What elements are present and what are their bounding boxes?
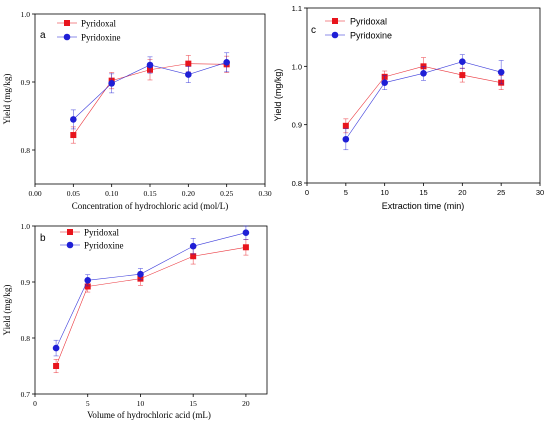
- panel-a-point-pyridoxine: [223, 58, 230, 66]
- panel-b-x-tick-label: 10: [137, 399, 145, 408]
- panel-b-ylabel: Yield (mg/kg): [2, 285, 12, 336]
- panel-b-point-pyridoxal: [242, 244, 249, 251]
- panel-a-y-tick-label: 0.9: [21, 78, 31, 87]
- panel-c-point-pyridoxine: [381, 79, 388, 86]
- panel-c-point-pyridoxine: [420, 70, 427, 77]
- panel-c-point-pyridoxine: [342, 135, 350, 143]
- panel-b-x-tick-label: 0: [33, 399, 37, 408]
- panel-b-x-tick-label: 5: [86, 399, 90, 408]
- panel-b-y-tick-label: 1.0: [21, 222, 31, 231]
- panel-c-y-tick-label: 0.9: [292, 121, 302, 130]
- panel-c-legend-marker-pyridoxal: [332, 18, 338, 24]
- panel-c-frame: [306, 7, 541, 184]
- panel-a-x-tick-label: 0.30: [258, 189, 271, 198]
- panel-a-point-pyridoxal: [70, 132, 77, 139]
- panel-a-x-tick-label: 0.25: [220, 189, 233, 198]
- panel-a-legend-label-pyridoxal: Pyridoxal: [81, 19, 116, 29]
- chart-panel-a: a Concentration of hydrochloric acid (mo…: [2, 10, 272, 211]
- panel-c-legend-marker-pyridoxine: [331, 31, 339, 39]
- panel-a-y-tick-label: 0.8: [21, 146, 31, 155]
- panel-b-legend-label-pyridoxal: Pyridoxal: [84, 228, 119, 238]
- panel-c-x-tick-label: 5: [344, 188, 348, 197]
- panel-b-x-tick-label: 20: [242, 399, 250, 408]
- panel-b-legend-label-pyridoxine: Pyridoxine: [84, 241, 124, 251]
- panel-c-label: c: [311, 25, 316, 36]
- panel-c-legend-label-pyridoxal: Pyridoxal: [350, 17, 387, 27]
- panel-c-point-pyridoxal: [459, 72, 466, 79]
- panel-b-point-pyridoxal: [84, 283, 91, 290]
- panel-b-point-pyridoxal: [190, 253, 197, 260]
- panel-c-x-tick-label: 20: [458, 188, 466, 197]
- panel-c-legend-item-pyridoxal: Pyridoxal: [325, 17, 387, 27]
- panel-c-legend-item-pyridoxine: Pyridoxine: [325, 31, 392, 41]
- panel-b-legend-item-pyridoxine: Pyridoxine: [60, 241, 124, 251]
- panel-b-frame: [34, 225, 268, 395]
- panel-c-y-tick-label: 1.1: [292, 4, 302, 13]
- panel-a-label: a: [40, 30, 46, 41]
- panel-a-y-tick-label: 1.0: [21, 10, 31, 19]
- panel-b-y-tick-label: 0.7: [21, 390, 31, 399]
- panel-b-legend-marker-pyridoxine: [66, 241, 74, 249]
- chart-panel-c: c Extraction time (min) Yield (mg/kg) Py…: [273, 4, 544, 211]
- panel-a-x-tick-label: 0.10: [105, 189, 118, 198]
- panel-b-point-pyridoxine: [242, 229, 250, 237]
- panel-c-legend: Pyridoxal Pyridoxine: [325, 17, 392, 41]
- panel-a-x-tick-label: 0.20: [182, 189, 195, 198]
- panel-a-x-tick-label: 0.00: [28, 189, 41, 198]
- panel-a-legend-marker-pyridoxal: [64, 20, 70, 26]
- panel-a-x-tick-label: 0.15: [143, 189, 156, 198]
- panel-b-point-pyridoxine: [189, 242, 197, 250]
- panel-b-legend: Pyridoxal Pyridoxine: [60, 228, 124, 251]
- panel-c-xlabel: Extraction time (min): [382, 201, 465, 211]
- panel-c-x-tick-label: 0: [305, 188, 309, 197]
- panel-a-point-pyridoxal: [185, 60, 192, 67]
- panel-a-point-pyridoxine: [108, 80, 115, 87]
- panel-a-legend-marker-pyridoxine: [63, 33, 71, 41]
- panel-b-xlabel: Volume of hydrochloric acid (mL): [87, 410, 211, 420]
- panel-b-y-tick-label: 0.9: [21, 278, 31, 287]
- panel-b-legend-marker-pyridoxal: [67, 229, 73, 235]
- panel-a-ylabel: Yield (mg/kg): [2, 74, 12, 125]
- panel-b-series-line-pyridoxal: [55, 246, 246, 367]
- panel-b-legend-item-pyridoxal: Pyridoxal: [60, 228, 119, 238]
- panel-a-legend-item-pyridoxal: Pyridoxal: [57, 19, 116, 29]
- panel-a-legend-item-pyridoxine: Pyridoxine: [57, 33, 121, 43]
- panel-b-y-tick-label: 0.8: [21, 334, 31, 343]
- panel-a-point-pyridoxine: [146, 61, 154, 69]
- panel-c-x-tick-label: 25: [497, 188, 505, 197]
- panel-c-legend-label-pyridoxine: Pyridoxine: [350, 31, 392, 41]
- panel-b-point-pyridoxine: [84, 277, 92, 284]
- panel-c-y-tick-label: 1.0: [292, 62, 302, 71]
- panel-b-point-pyridoxal: [53, 363, 60, 369]
- panel-c-x-tick-label: 30: [536, 188, 544, 197]
- panel-a-frame: [34, 13, 266, 185]
- panel-c-y-tick-label: 0.8: [292, 179, 302, 188]
- panel-a-xlabel: Concentration of hydrochloric acid (mol/…: [72, 201, 228, 211]
- panel-a-point-pyridoxine: [70, 116, 77, 123]
- panel-c-point-pyridoxal: [342, 122, 349, 129]
- panel-c-point-pyridoxine: [497, 68, 505, 76]
- panel-b-x-tick-label: 15: [189, 399, 197, 408]
- panel-a-x-tick-label: 0.05: [67, 189, 80, 198]
- panel-c-point-pyridoxine: [459, 58, 466, 65]
- panel-b-point-pyridoxine: [137, 270, 144, 278]
- panel-c-x-tick-label: 15: [419, 188, 427, 197]
- panel-b-label: b: [40, 233, 46, 244]
- panel-b-point-pyridoxine: [52, 344, 60, 352]
- panel-c-ylabel: Yield (mg/kg): [273, 69, 283, 122]
- panel-c-x-tick-label: 10: [380, 188, 388, 197]
- panel-a-legend-label-pyridoxine: Pyridoxine: [81, 33, 121, 43]
- panel-a-legend: Pyridoxal Pyridoxine: [57, 19, 121, 43]
- panel-a-point-pyridoxine: [185, 71, 192, 78]
- chart-panel-b: b Volume of hydrochloric acid (mL) Yield…: [2, 222, 268, 420]
